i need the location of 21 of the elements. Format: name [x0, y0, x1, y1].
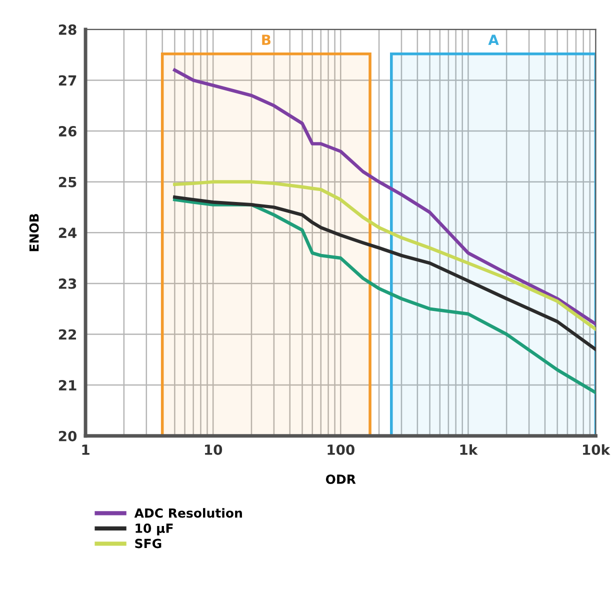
band-label: B	[262, 34, 270, 45]
x-tick-label: 1	[82, 444, 90, 455]
y-tick-label: 28	[58, 24, 76, 35]
x-tick-label: 1k	[460, 444, 478, 455]
y-tick-label: 27	[58, 75, 76, 86]
y-tick-label: 20	[58, 430, 77, 442]
y-tick-label: 24	[58, 228, 77, 238]
legend-label: 10 µF	[136, 524, 173, 536]
x-tick-label: 100	[328, 444, 354, 455]
x-axis-title: ODR	[326, 474, 356, 484]
y-tick-label: 21	[58, 380, 76, 390]
x-tick-label: 10	[204, 444, 222, 455]
legend-label: SFG	[135, 538, 162, 548]
legend-label: ADC Resolution	[134, 508, 242, 518]
y-axis-title: ENOB	[29, 214, 39, 252]
y-tick-label: 23	[58, 278, 76, 289]
y-tick-label: 22	[58, 329, 76, 340]
band-label: A	[488, 34, 499, 45]
y-tick-label: 25	[58, 176, 76, 188]
y-tick-label: 26	[58, 126, 76, 137]
x-tick-label: 10k	[583, 444, 610, 455]
